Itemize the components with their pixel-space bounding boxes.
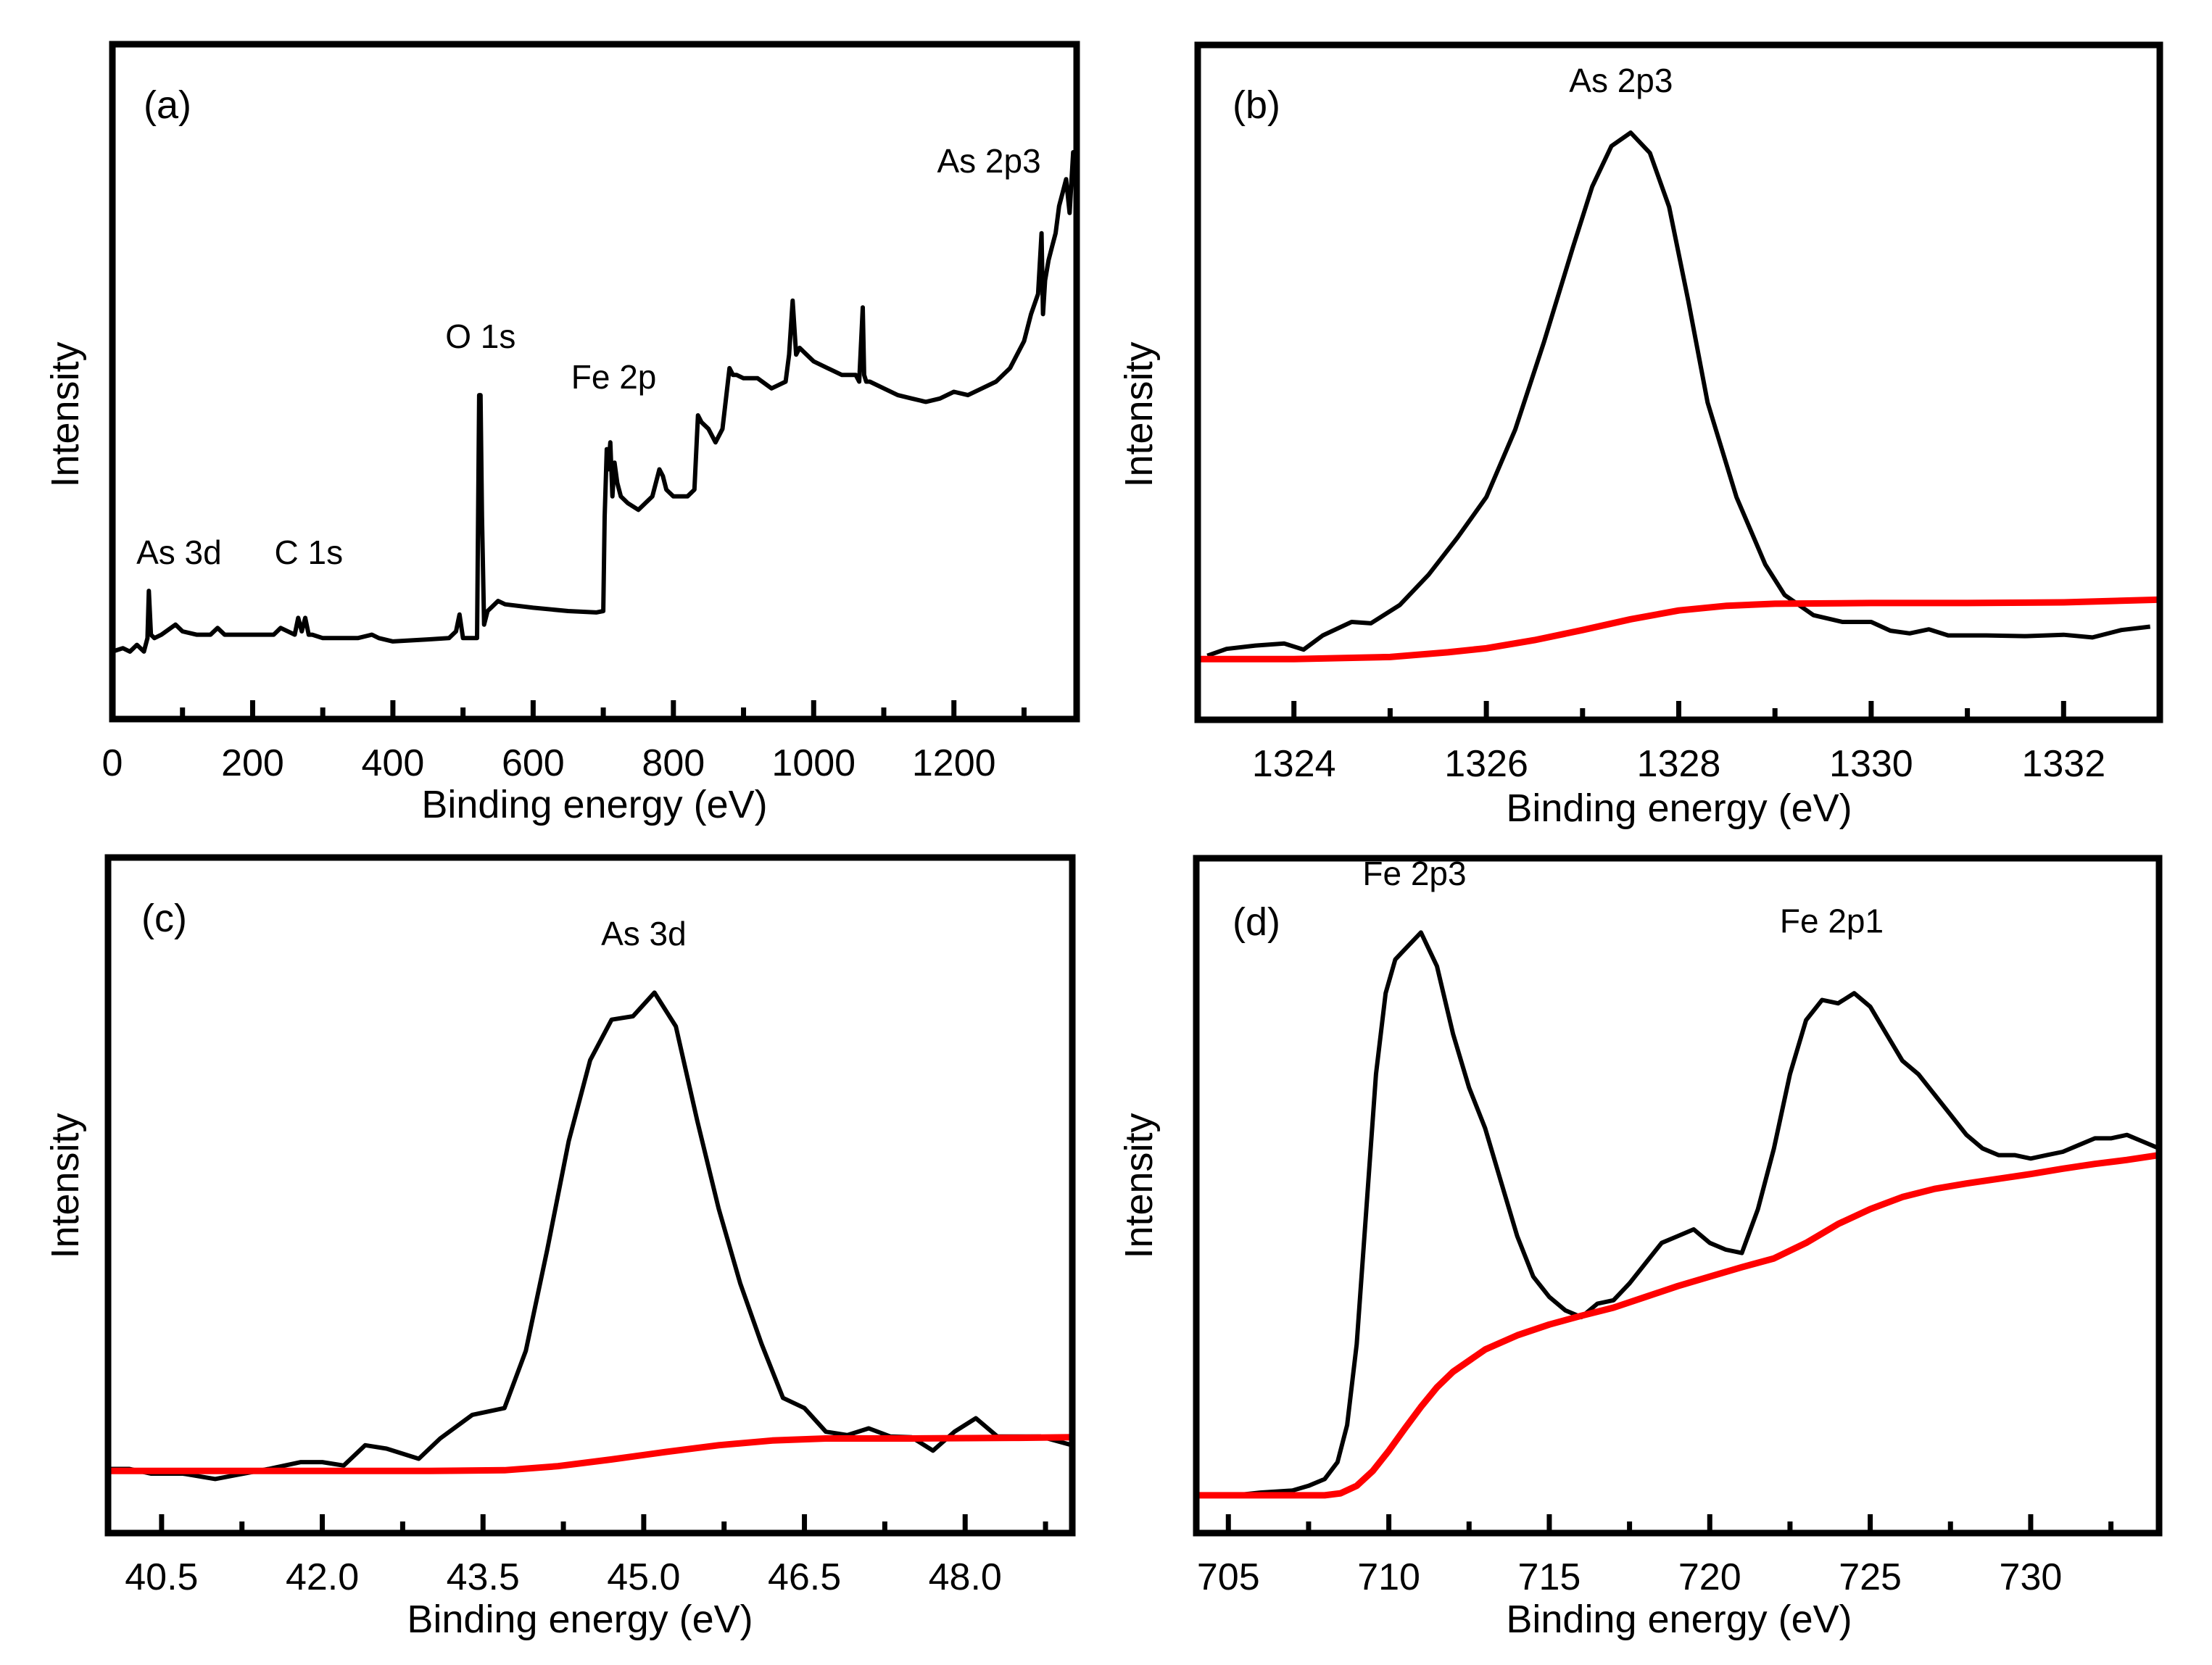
panel-b-tick-label: 1330 <box>1829 743 1913 785</box>
panel-b-tick-label: 1332 <box>2021 743 2105 785</box>
panel-a-tick-label: 1200 <box>912 742 996 784</box>
panel-a-tick-label: 200 <box>221 742 284 784</box>
panel-a-peak-label: Fe 2p <box>571 358 657 396</box>
panel-b-tick-label: 1324 <box>1252 743 1336 785</box>
panel-d-x-ticks: 705 710 715 720 725 730 <box>1197 1514 2114 1598</box>
panel-a-x-axis-label: Binding energy (eV) <box>421 783 767 826</box>
panel-c-series-layer <box>108 990 1073 1482</box>
panel-d-tick-label: 710 <box>1357 1556 1420 1598</box>
panel-b-background-line <box>1198 596 2161 663</box>
panel-d-series-layer <box>1196 930 2161 1499</box>
panel-b-series-layer <box>1198 130 2161 663</box>
panel-b-label: (b) <box>1233 83 1280 127</box>
panel-c-y-axis-label: Intensity <box>44 1113 87 1258</box>
panel-d-tick-label: 725 <box>1839 1556 1902 1598</box>
panel-a-annotations: As 3d C 1s O 1s Fe 2p As 2p3 <box>136 142 1041 571</box>
panel-d-tick-label: 715 <box>1518 1556 1581 1598</box>
panel-d-tick-label: 730 <box>2000 1556 2063 1598</box>
panel-b-annotations: As 2p3 <box>1569 62 1673 99</box>
panel-d-x-axis-label: Binding energy (eV) <box>1506 1598 1852 1641</box>
panel-b-x-axis-label: Binding energy (eV) <box>1506 786 1852 830</box>
panel-b-spectrum-line <box>1206 130 2151 658</box>
panel-c-frame <box>104 854 1076 1537</box>
panel-a-tick-label: 0 <box>102 742 123 784</box>
panel-b-as-2p3-spectrum: As 2p3 1324 1326 1328 1330 1332 (b) Binding … <box>1117 41 2163 830</box>
panel-d-tick-label: 705 <box>1197 1556 1260 1598</box>
panel-c-label: (c) <box>141 897 187 940</box>
panel-d-spectrum-line <box>1196 930 2161 1498</box>
panel-d-y-axis-label: Intensity <box>1117 1113 1161 1258</box>
panel-a-frame <box>109 41 1080 723</box>
panel-a-tick-label: 600 <box>502 742 565 784</box>
panel-c-peak-label: As 3d <box>601 915 687 952</box>
panel-d-frame <box>1193 855 2163 1537</box>
panel-d-tick-label: 720 <box>1678 1556 1741 1598</box>
panel-b-tick-label: 1326 <box>1444 743 1528 785</box>
panel-c-x-ticks: 40.5 42.0 43.5 45.0 46.5 48.0 <box>125 1514 1048 1598</box>
panel-c-x-axis-label: Binding energy (eV) <box>407 1598 753 1641</box>
panel-a-series-layer <box>112 150 1079 654</box>
panel-a-tick-label: 800 <box>642 742 705 784</box>
panel-a-survey-line <box>112 150 1079 654</box>
panel-d-peak-label: Fe 2p1 <box>1780 902 1884 939</box>
panel-a-peak-label: O 1s <box>445 317 515 355</box>
panel-c-tick-label: 42.0 <box>286 1556 359 1598</box>
panel-c-tick-label: 46.5 <box>768 1556 841 1598</box>
panel-b-peak-label: As 2p3 <box>1569 62 1673 99</box>
panel-a-x-ticks: 0 200 400 600 800 1000 1200 <box>102 700 1027 784</box>
panel-b-y-axis-label: Intensity <box>1117 341 1161 487</box>
panel-a-peak-label: As 3d <box>136 533 222 571</box>
panel-c-tick-label: 43.5 <box>447 1556 520 1598</box>
panel-a-tick-label: 400 <box>362 742 425 784</box>
panel-c-annotations: As 3d <box>601 915 687 952</box>
panel-a-peak-label: C 1s <box>275 533 344 571</box>
panel-a-y-axis-label: Intensity <box>44 341 87 487</box>
panel-c-background-line <box>108 1434 1073 1474</box>
panel-c-tick-label: 48.0 <box>929 1556 1002 1598</box>
panel-c-tick-label: 40.5 <box>125 1556 198 1598</box>
panel-a-label: (a) <box>144 83 191 127</box>
panel-a-peak-label: As 2p3 <box>937 142 1040 180</box>
panel-c-as-3d-spectrum: As 3d 40.5 42.0 43.5 45.0 46.5 48.0 (c) Bindi… <box>44 854 1076 1641</box>
panel-d-label: (d) <box>1233 900 1280 944</box>
panel-c-tick-label: 45.0 <box>607 1556 680 1598</box>
panel-d-background-line <box>1196 1152 2160 1499</box>
panel-a-survey-spectrum: As 3d C 1s O 1s Fe 2p As 2p3 0 200 400 600 800 10… <box>44 41 1080 826</box>
panel-b-tick-label: 1328 <box>1637 743 1721 785</box>
panel-a-tick-label: 1000 <box>771 742 856 784</box>
panel-b-x-ticks: 1324 1326 1328 1330 1332 <box>1252 701 2105 785</box>
